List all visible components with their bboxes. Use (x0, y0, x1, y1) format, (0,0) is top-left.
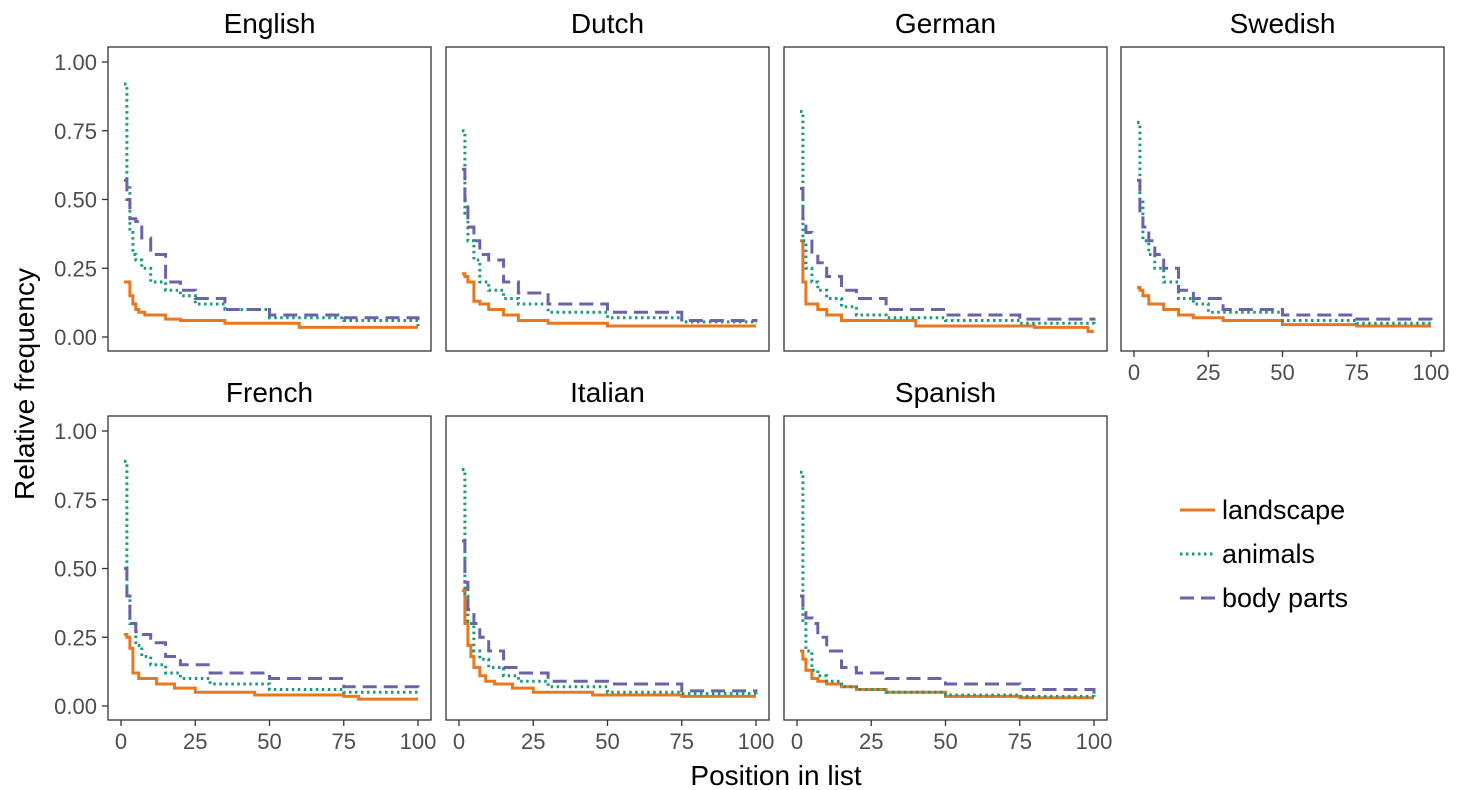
panel-title: German (895, 8, 996, 39)
legend-label: landscape (1222, 495, 1345, 525)
y-tick-label: 0.75 (54, 488, 97, 513)
x-tick-label: 0 (453, 729, 465, 754)
panel-frame (783, 46, 1108, 352)
legend-item-body-parts: body parts (1180, 583, 1348, 613)
x-tick-label: 100 (1413, 360, 1450, 385)
panel-title: Italian (570, 377, 645, 408)
y-tick-label: 0.00 (54, 325, 97, 350)
series-line-body-parts (800, 594, 1096, 694)
panel-frame (107, 415, 432, 721)
series-line-body-parts (124, 567, 420, 690)
x-tick-label: 50 (933, 729, 957, 754)
panel-dutch: Dutch (445, 8, 770, 352)
series-line-landscape (462, 589, 756, 698)
panel-frame (445, 46, 770, 352)
panel-title: Swedish (1230, 8, 1336, 39)
series-line-landscape (462, 272, 756, 328)
y-tick-label: 1.00 (54, 50, 97, 75)
series-line-landscape (800, 239, 1094, 333)
y-tick-label: 0.50 (54, 557, 97, 582)
x-tick-label: 50 (595, 729, 619, 754)
y-tick-label: 0.25 (54, 625, 97, 650)
series-line-animals (462, 468, 758, 696)
x-tick-label: 75 (1008, 729, 1032, 754)
x-tick-label: 0 (791, 729, 803, 754)
x-tick-label: 0 (115, 729, 127, 754)
x-tick-label: 25 (859, 729, 883, 754)
panel-title: Spanish (895, 377, 996, 408)
x-tick-label: 75 (332, 729, 356, 754)
y-tick-label: 0.50 (54, 188, 97, 213)
panel-frame (445, 415, 770, 721)
legend-label: body parts (1222, 583, 1348, 613)
panel-swedish: Swedish 0 25 50 75 100 (1120, 8, 1450, 385)
series-line-body-parts (124, 178, 420, 324)
series-line-body-parts (800, 187, 1096, 321)
legend-item-animals: animals (1180, 539, 1315, 569)
x-tick-label: 100 (738, 729, 775, 754)
x-tick-label: 50 (1270, 360, 1294, 385)
y-tick-label: 0.75 (54, 119, 97, 144)
series-line-body-parts (1137, 178, 1433, 321)
panel-frame (107, 46, 432, 352)
x-tick-label: 100 (1076, 729, 1113, 754)
y-tick-label: 0.25 (54, 256, 97, 281)
shared-axes: Position in list Relative frequency (9, 268, 862, 790)
panel-spanish: Spanish 0 25 50 75 100 (783, 377, 1113, 754)
x-tick-label: 0 (1128, 360, 1140, 385)
x-tick-label: 75 (1345, 360, 1369, 385)
series-line-animals (124, 459, 420, 695)
y-axis-title: Relative frequency (9, 268, 40, 500)
series-line-landscape (124, 633, 418, 701)
x-tick-label: 75 (670, 729, 694, 754)
panel-italian: Italian 0 25 50 75 100 (445, 377, 775, 754)
panel-german: German (783, 8, 1108, 352)
series-line-body-parts (462, 539, 758, 693)
panel-title: Dutch (571, 8, 644, 39)
y-tick-label: 1.00 (54, 419, 97, 444)
series-line-landscape (124, 280, 418, 329)
panel-title: French (226, 377, 313, 408)
legend-label: animals (1222, 539, 1315, 569)
panel-english: English 0.00 0.25 0.50 0.75 1.00 (54, 8, 432, 352)
series-line-animals (800, 110, 1096, 326)
x-tick-label: 100 (400, 729, 437, 754)
x-tick-label: 25 (183, 729, 207, 754)
legend: landscape animals body parts (1180, 495, 1348, 613)
panels: English 0.00 0.25 0.50 0.75 1.00 Dutch German Sw… (54, 8, 1449, 754)
y-tick-label: 0.00 (54, 694, 97, 719)
series-line-landscape (1137, 286, 1431, 328)
panel-title: English (224, 8, 316, 39)
panel-frame (1120, 46, 1445, 352)
x-axis-title: Position in list (690, 760, 861, 790)
series-line-body-parts (462, 167, 758, 322)
panel-french: French 0 25 50 75 100 0.00 0.25 0.50 0.75 1.00 (54, 377, 436, 754)
legend-item-landscape: landscape (1180, 495, 1345, 525)
series-line-animals (800, 470, 1096, 698)
x-tick-label: 25 (521, 729, 545, 754)
x-tick-label: 25 (1196, 360, 1220, 385)
panel-frame (783, 415, 1108, 721)
x-tick-label: 50 (257, 729, 281, 754)
